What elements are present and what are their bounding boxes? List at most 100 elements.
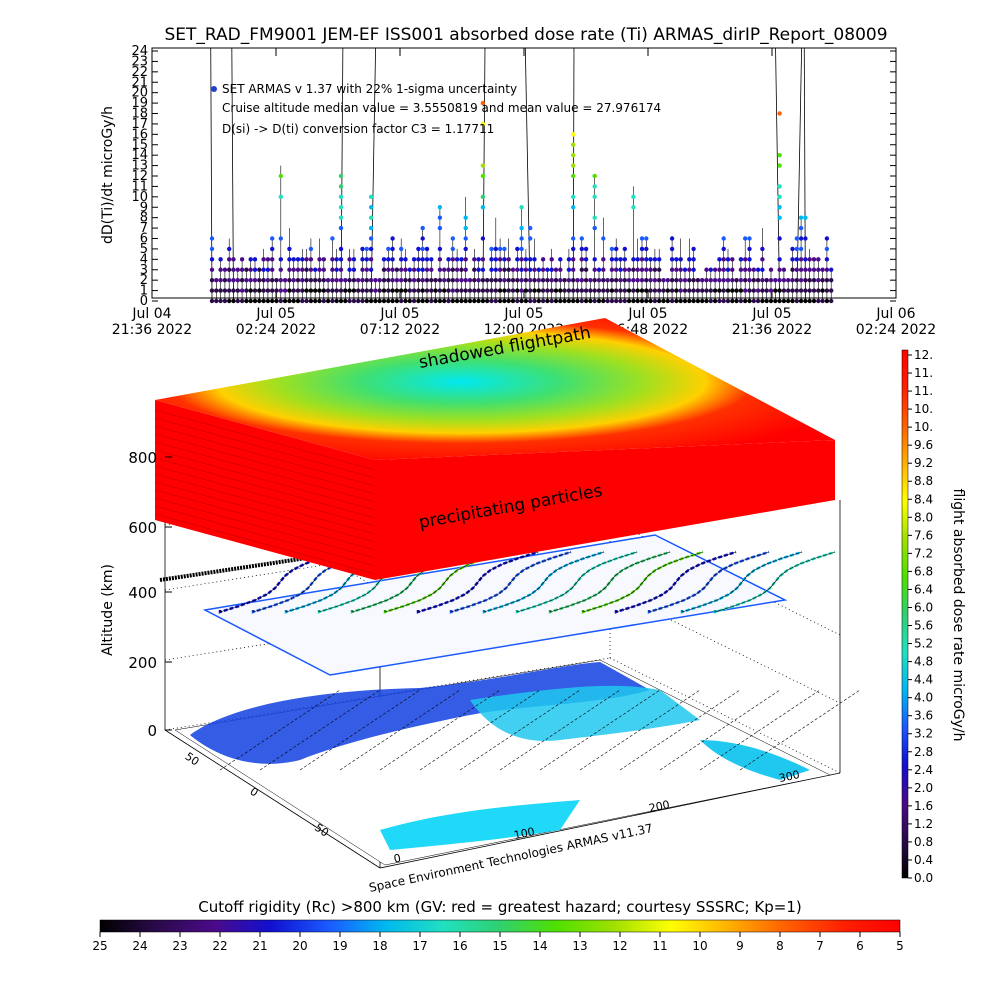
dose-point [579,246,584,252]
dose-point [824,267,830,272]
rigidity-colorbar: Cutoff rigidity (Rc) >800 km (GV: red = … [92,898,903,953]
dose-point [416,277,421,283]
x-tick-date: Jul 04 [131,306,171,322]
dose-point [261,288,266,293]
dose-point [571,257,576,262]
dose-point [687,277,692,283]
dose-point [356,277,361,283]
plane-stripe [154,417,376,479]
dose-point [760,288,765,293]
dose-point [691,298,696,304]
rigidity-colorbar-fill [99,919,901,933]
dose-point [287,288,292,293]
dose-point [506,267,511,272]
dose-point [773,277,778,283]
dose-point [304,257,309,262]
dose-point [295,277,301,283]
y-tick-label: 2 [140,273,148,288]
dose-point [497,298,503,304]
dose-point [334,288,339,293]
dose-point [614,267,619,272]
dose-point [734,277,739,283]
dose-point [571,277,576,283]
dose-point [657,257,662,262]
dose-point [360,288,365,293]
dose-point [429,298,434,304]
dose-point [777,236,782,241]
dose-point [631,277,636,283]
dose-point [566,298,572,304]
dose-point [502,277,507,283]
dose-point [734,298,739,304]
y-tick-label: 22 [131,65,148,80]
dose-point [244,298,249,304]
dose-point [803,298,808,304]
v-tick-label: 0.0 [914,871,933,885]
dose-point [592,173,597,179]
dose-point [321,298,326,304]
h-tick-label: 9 [736,939,744,953]
dose-point [368,288,374,293]
dose-point [790,246,795,252]
dose-point [394,288,400,293]
dose-point [652,288,658,293]
dose-point [278,267,283,272]
dose-point [596,298,602,304]
v-tick-label: 6.4 [914,582,933,596]
dose-point [502,298,507,304]
h-tick-label: 15 [492,939,507,953]
v-tick-label: 2.8 [914,745,933,759]
dose-point [820,277,825,283]
dose-point [454,257,460,262]
dose-point [480,257,486,262]
plane-stripe [154,473,376,535]
dose-point [437,205,443,210]
dose-point [308,288,314,293]
dose-point [334,257,339,262]
dose-point [227,298,232,304]
v-tick-label: 8.8 [914,474,933,488]
dose-point [506,288,511,293]
map-ground-tracks [219,689,861,771]
dose-point [510,298,516,304]
dose-point [717,267,722,272]
dose-point [540,298,546,304]
dose-point [399,267,404,272]
ground-track [619,689,741,771]
dose-point [295,257,301,262]
v-tick-label: 4.0 [914,691,933,705]
dose-point [721,267,726,272]
dose-point [502,257,507,262]
dose-point [777,288,782,293]
orbit-track-core [417,551,539,613]
orbit-track-core [681,551,803,613]
dose-point [334,267,339,272]
dose-point [476,288,481,293]
dose-point [338,277,344,283]
dose-point [803,288,808,293]
dose-point [764,277,769,283]
dose-point [343,298,348,304]
dose-heat-plane: shadowed flightpath precipitating partic… [154,318,835,580]
dose-point [691,267,696,272]
dose-point [747,288,752,293]
dose-point [239,298,245,304]
dose-point [239,288,245,293]
dose-point [566,277,572,283]
dose-point [231,257,236,262]
dose-point [360,267,365,272]
dose-point [485,277,490,283]
dose-point [209,288,215,293]
x-tick-time: 02:24 2022 [236,322,316,338]
dose-point [480,298,486,304]
y-tick-label: 11 [131,179,148,194]
dose-point [618,267,623,272]
dose-point [691,246,696,252]
dose-point [674,288,679,293]
dose-point [824,257,830,262]
dose-point [721,257,726,262]
dose-point [368,257,374,262]
dose-point [695,298,701,304]
plane-stripe [154,465,376,527]
y-tick-label: 17 [131,117,148,132]
